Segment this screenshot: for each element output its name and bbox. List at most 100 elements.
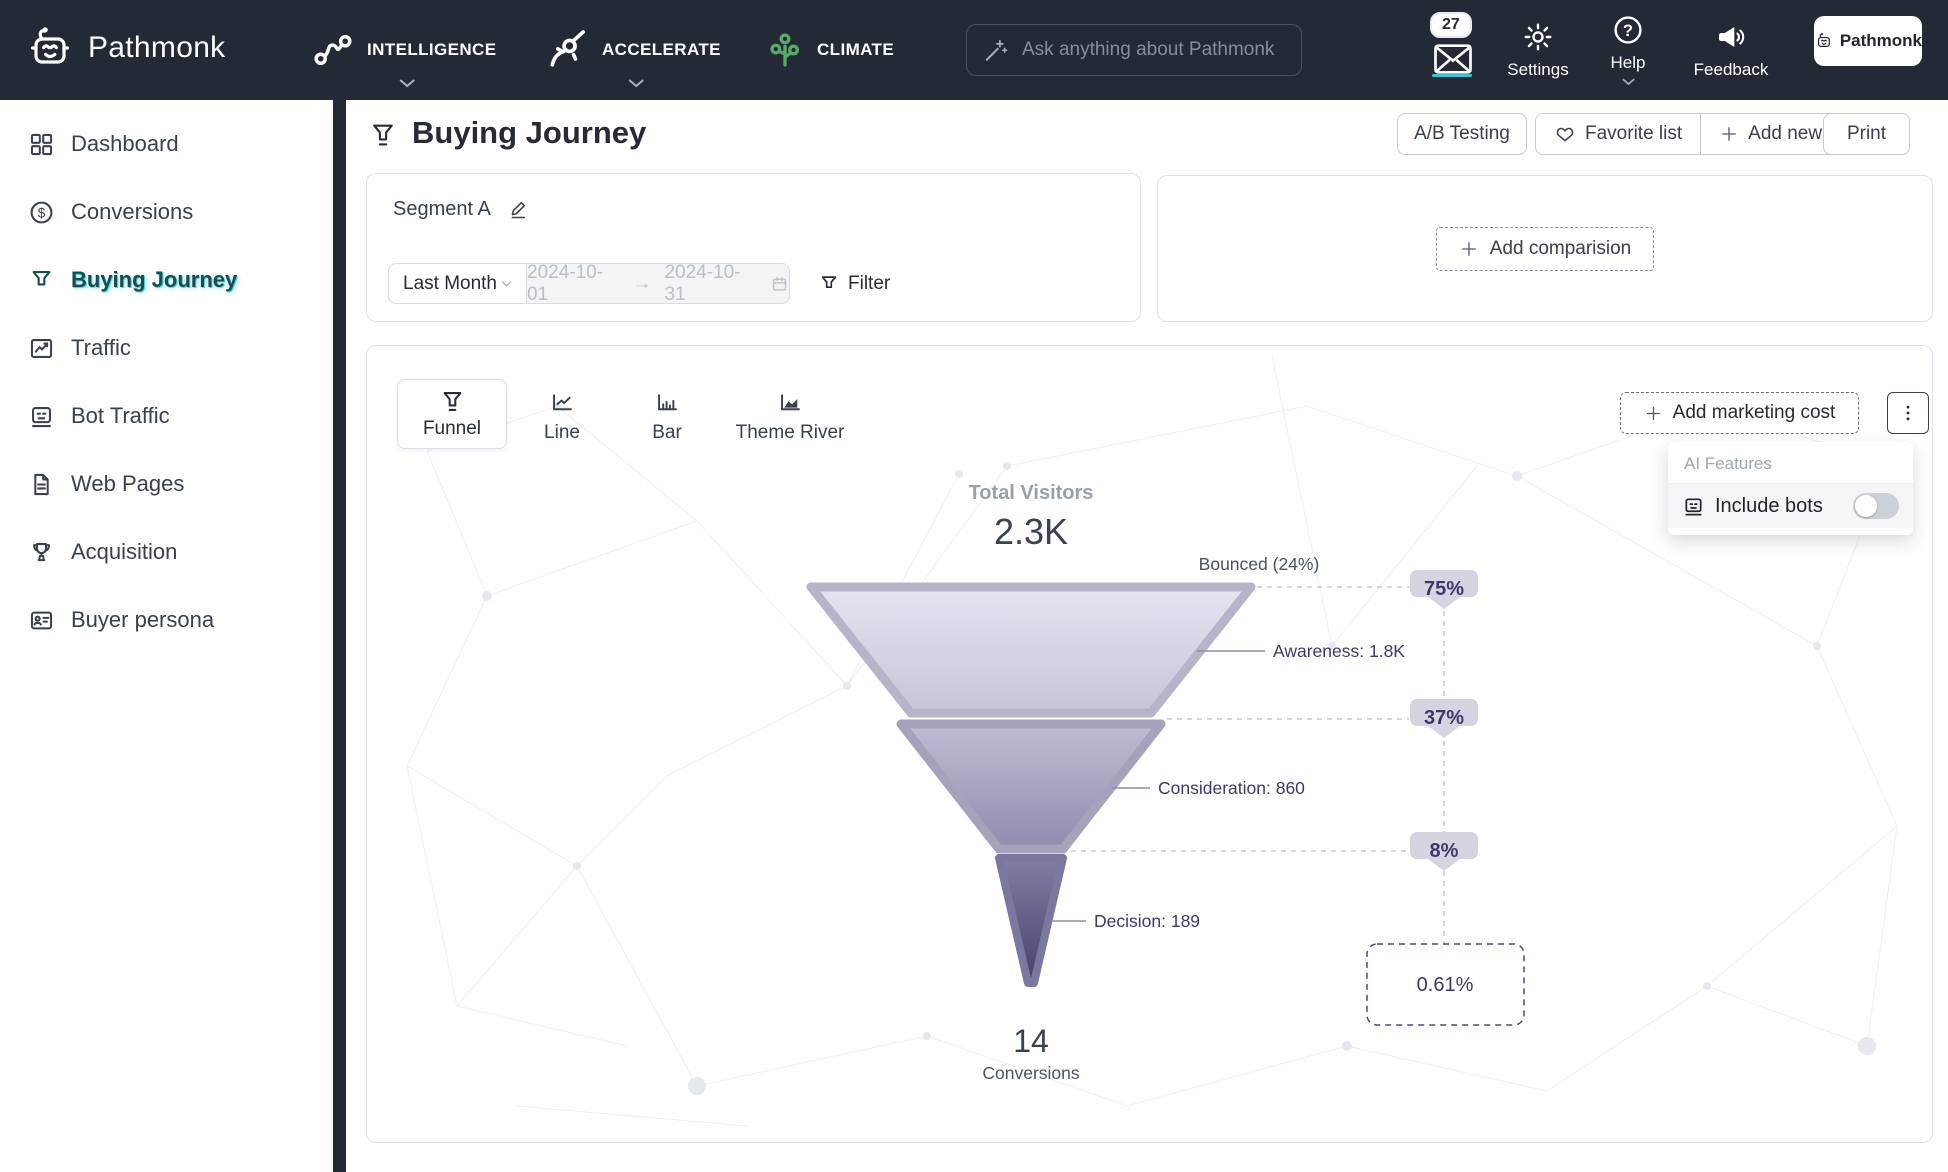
sidebar-item-dashboard[interactable]: Dashboard xyxy=(0,110,333,178)
settings-button[interactable]: Settings xyxy=(1496,0,1580,100)
main-content: Buying Journey A/B Testing Favorite list… xyxy=(346,100,1948,1172)
feedback-button[interactable]: Feedback xyxy=(1676,0,1786,100)
add-marketing-cost-label: Add marketing cost xyxy=(1672,402,1836,423)
help-button[interactable]: ? Help xyxy=(1592,0,1664,100)
badge-8-text: 8% xyxy=(1430,840,1459,862)
notifications-badge: 27 xyxy=(1430,12,1472,38)
sidebar-item-traffic[interactable]: Traffic xyxy=(0,314,333,382)
search-input[interactable] xyxy=(1022,39,1285,61)
tab-line[interactable]: Line xyxy=(527,386,597,446)
trophy-icon xyxy=(33,542,50,561)
include-bots-toggle[interactable] xyxy=(1853,493,1899,519)
date-arrow: → xyxy=(632,272,652,294)
sidebar-item-buyer-persona[interactable]: Buyer persona xyxy=(0,586,333,654)
ai-features-panel: AI Features Include bots xyxy=(1668,442,1913,535)
robot-logo-icon xyxy=(31,27,69,64)
tab-label: Theme River xyxy=(735,421,845,443)
sidebar-item-acquisition[interactable]: Acquisition xyxy=(0,518,333,586)
climate-plant-icon xyxy=(770,33,800,67)
conversions-label: Conversions xyxy=(982,1063,1080,1083)
sidebar-item-label: Dashboard xyxy=(71,131,179,156)
sidebar-item-label: Buyer persona xyxy=(71,607,215,632)
date-range-input[interactable]: 2024-10-01 → 2024-10-31 xyxy=(527,261,790,305)
bounced-label: Bounced (24%) xyxy=(1199,554,1320,574)
robot-face-icon xyxy=(1685,497,1702,516)
sidebar-divider xyxy=(333,100,346,1172)
menu-climate[interactable]: CLIMATE xyxy=(766,0,894,100)
chevron-down-icon xyxy=(501,281,512,287)
dollar-circle-icon: $ xyxy=(30,201,53,223)
segment-name: Segment A xyxy=(393,198,491,220)
funnel-guides xyxy=(1071,586,1445,944)
funnel-title-icon xyxy=(373,124,393,146)
tab-label: Funnel xyxy=(422,418,482,439)
ai-features-header: AI Features xyxy=(1668,442,1913,484)
logo-text: Pathmonk xyxy=(88,31,226,64)
sidebar-item-label: Web Pages xyxy=(71,471,185,496)
segment-card: Segment A Last Month 2024-10-01 → 2024-1… xyxy=(366,173,1141,322)
add-new-label: Add new xyxy=(1748,123,1823,144)
robot-face-icon xyxy=(32,406,51,427)
gear-icon xyxy=(1524,23,1552,50)
plus-icon xyxy=(1722,127,1737,141)
chart-options-menu-button[interactable] xyxy=(1887,392,1929,434)
date-to: 2024-10-31 xyxy=(664,261,741,305)
chevron-down-icon xyxy=(1621,78,1635,86)
calendar-icon xyxy=(772,276,787,291)
add-comparison-button[interactable]: Add comparision xyxy=(1436,226,1654,271)
robot-account-icon xyxy=(1817,33,1830,47)
sidebar-item-conversions[interactable]: $ Conversions xyxy=(0,178,333,246)
filter-label: Filter xyxy=(848,272,891,294)
date-range-select[interactable]: Last Month xyxy=(388,263,527,304)
magic-wand-icon xyxy=(985,40,1008,61)
sidebar-item-label: Acquisition xyxy=(71,539,178,564)
sidebar-item-web-pages[interactable]: Web Pages xyxy=(0,450,333,518)
badge-37-text: 37% xyxy=(1424,707,1464,729)
total-visitors-label: Total Visitors xyxy=(969,482,1094,504)
id-card-icon xyxy=(30,611,53,629)
envelope-icon xyxy=(1434,44,1472,74)
menu-accelerate[interactable]: ACCELERATE xyxy=(545,0,721,100)
menu-intelligence[interactable]: INTELLIGENCE xyxy=(312,0,496,100)
add-marketing-cost-button[interactable]: Add marketing cost xyxy=(1620,392,1859,434)
date-range-selected: Last Month xyxy=(403,272,497,294)
megaphone-icon xyxy=(1719,26,1745,47)
page-title: Buying Journey xyxy=(412,115,647,150)
svg-text:$: $ xyxy=(38,205,46,220)
account-label: Pathmonk xyxy=(1839,31,1922,50)
add-new-button[interactable]: Add new xyxy=(1700,113,1842,155)
include-bots-menu-item[interactable]: Include bots xyxy=(1668,484,1913,528)
conversions-value: 14 xyxy=(1013,1023,1049,1059)
account-button[interactable]: Pathmonk xyxy=(1814,16,1922,66)
ab-testing-button[interactable]: A/B Testing xyxy=(1397,113,1527,155)
plus-icon xyxy=(1646,406,1660,420)
tab-label: Bar xyxy=(652,421,682,443)
funnel-stage-awareness xyxy=(806,582,1256,718)
menu-label: CLIMATE xyxy=(817,40,895,59)
include-bots-label: Include bots xyxy=(1715,494,1823,517)
global-search xyxy=(966,24,1302,76)
chart-card: Total Visitors 2.3K Bounced (24%) Awaren… xyxy=(366,345,1933,1143)
total-visitors-value: 2.3K xyxy=(994,511,1068,552)
tab-funnel[interactable]: Funnel xyxy=(397,379,507,449)
sidebar-item-label: Buying Journey xyxy=(71,267,238,292)
add-comparison-label: Add comparision xyxy=(1489,237,1632,259)
print-button[interactable]: Print xyxy=(1823,113,1910,155)
chevron-down-icon xyxy=(399,79,416,88)
notifications-button[interactable]: 27 xyxy=(1424,12,1484,88)
filter-button[interactable]: Filter xyxy=(818,263,890,304)
badge-75-text: 75% xyxy=(1424,578,1464,600)
funnel-stage-decision xyxy=(995,854,1067,987)
favorite-list-button[interactable]: Favorite list xyxy=(1535,113,1701,155)
sidebar-item-bot-traffic[interactable]: Bot Traffic xyxy=(0,382,333,450)
kebab-menu-icon xyxy=(1906,405,1910,421)
document-icon xyxy=(34,473,49,495)
edit-pencil-icon[interactable] xyxy=(508,198,531,221)
sidebar-item-buying-journey[interactable]: Buying Journey xyxy=(0,246,333,314)
theme-river-icon xyxy=(780,393,800,410)
tab-theme-river[interactable]: Theme River xyxy=(734,386,846,446)
tab-bar[interactable]: Bar xyxy=(630,386,704,446)
traffic-chart-icon xyxy=(30,338,53,358)
chevron-down-icon xyxy=(628,79,644,88)
pathmonk-logo[interactable]: Pathmonk xyxy=(24,22,225,74)
